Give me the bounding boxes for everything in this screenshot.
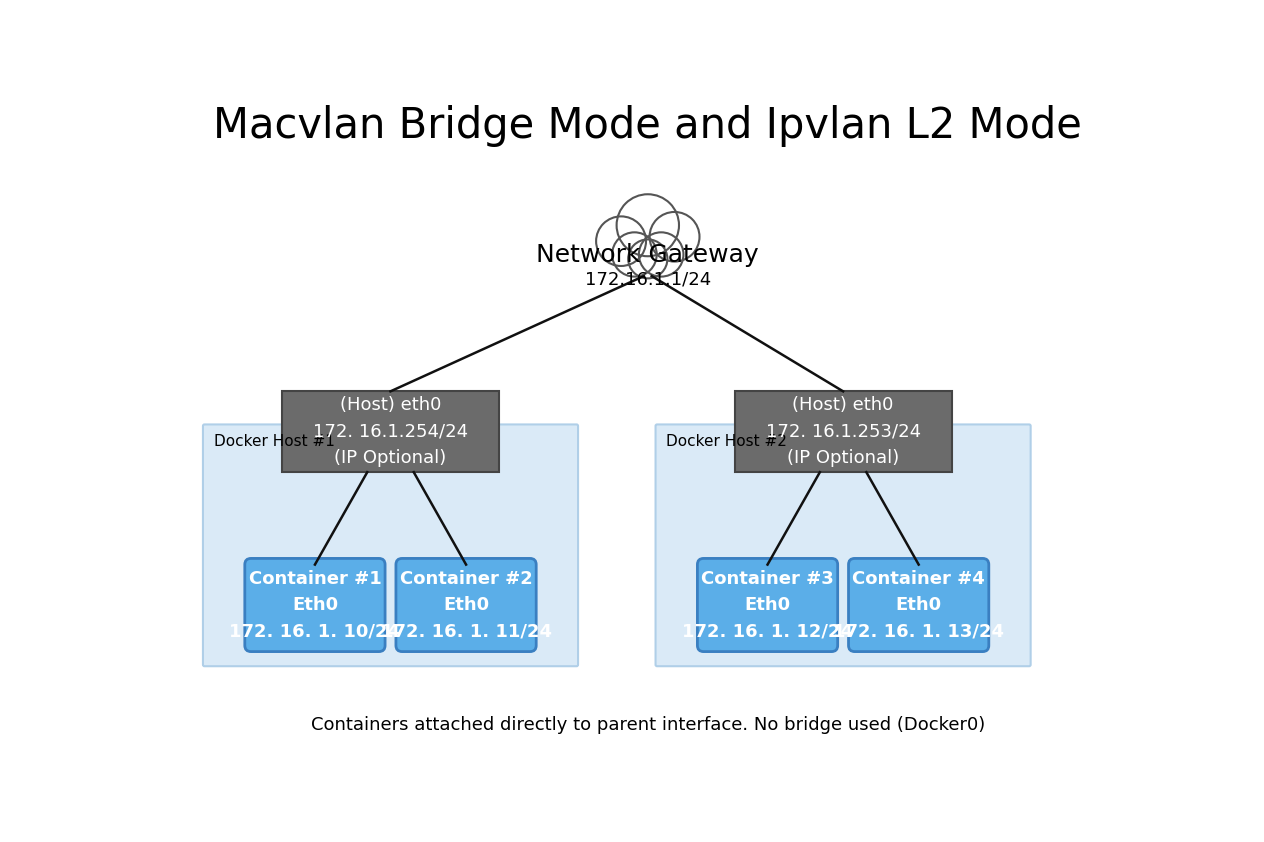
Circle shape [597, 216, 646, 266]
Circle shape [612, 232, 657, 277]
Text: Containers attached directly to parent interface. No bridge used (Docker0): Containers attached directly to parent i… [311, 716, 985, 733]
FancyBboxPatch shape [734, 392, 952, 472]
FancyBboxPatch shape [204, 424, 578, 666]
Circle shape [617, 195, 679, 256]
FancyBboxPatch shape [698, 558, 838, 652]
Text: Container #2
Eth0
172. 16. 1. 11/24: Container #2 Eth0 172. 16. 1. 11/24 [380, 569, 551, 641]
FancyBboxPatch shape [848, 558, 988, 652]
Text: Macvlan Bridge Mode and Ipvlan L2 Mode: Macvlan Bridge Mode and Ipvlan L2 Mode [214, 104, 1082, 147]
Circle shape [628, 239, 667, 279]
FancyBboxPatch shape [282, 392, 499, 472]
Text: Container #3
Eth0
172. 16. 1. 12/24: Container #3 Eth0 172. 16. 1. 12/24 [683, 569, 853, 641]
Text: Docker Host #1: Docker Host #1 [214, 434, 335, 449]
FancyBboxPatch shape [245, 558, 386, 652]
FancyBboxPatch shape [656, 424, 1030, 666]
Text: Network Gateway: Network Gateway [536, 243, 760, 267]
Text: (Host) eth0
172. 16.1.254/24
(IP Optional): (Host) eth0 172. 16.1.254/24 (IP Optiona… [313, 397, 468, 467]
Text: Docker Host #2: Docker Host #2 [666, 434, 787, 449]
Text: Container #4
Eth0
172. 16. 1. 13/24: Container #4 Eth0 172. 16. 1. 13/24 [833, 569, 1004, 641]
Text: Container #1
Eth0
172. 16. 1. 10/24: Container #1 Eth0 172. 16. 1. 10/24 [230, 569, 401, 641]
Circle shape [638, 232, 684, 277]
FancyBboxPatch shape [396, 558, 536, 652]
Text: (Host) eth0
172. 16.1.253/24
(IP Optional): (Host) eth0 172. 16.1.253/24 (IP Optiona… [766, 397, 920, 467]
Circle shape [650, 212, 699, 262]
Text: 172.16.1.1/24: 172.16.1.1/24 [585, 270, 710, 289]
